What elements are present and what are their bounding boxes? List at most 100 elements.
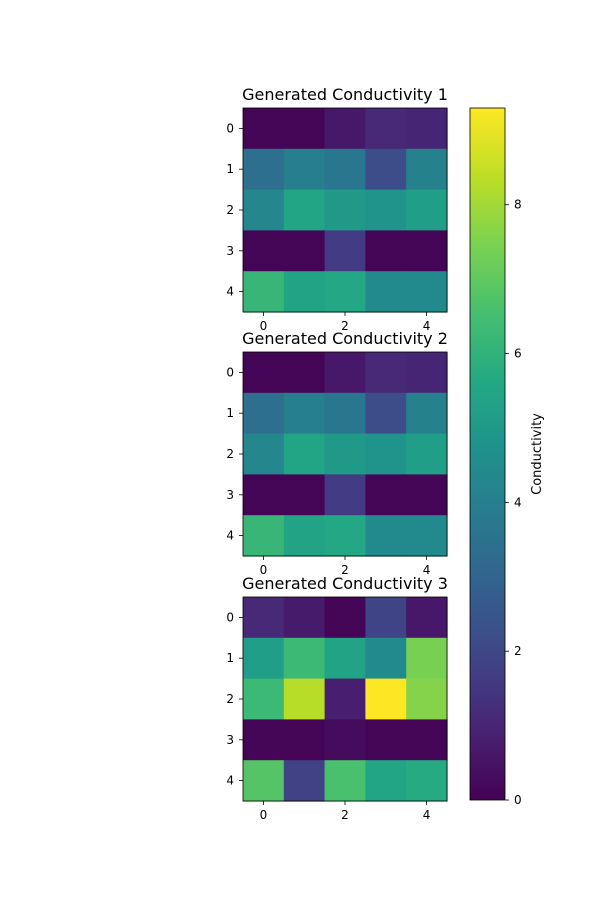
heatmap-cell — [324, 433, 366, 475]
colorbar-gradient-bar — [470, 108, 505, 800]
heatmap-cell — [365, 474, 407, 516]
heatmap-cell — [283, 230, 326, 272]
panel-title: Generated Conductivity 2 — [242, 329, 448, 348]
heatmap-cell — [406, 597, 448, 639]
heatmap-cell — [324, 392, 366, 435]
heatmap-cell — [365, 597, 407, 639]
y-tick-label: 0 — [226, 610, 234, 624]
heatmap-cell — [324, 597, 366, 639]
heatmap-cell — [243, 637, 285, 680]
colorbar-tick-label: 8 — [514, 198, 522, 212]
x-tick-label: 0 — [260, 563, 268, 577]
heatmap-cell — [365, 108, 407, 150]
heatmap-cell — [406, 433, 448, 475]
panel-title: Generated Conductivity 1 — [242, 85, 448, 104]
heatmap-cell — [406, 108, 448, 150]
heatmap-cell — [406, 719, 448, 761]
heatmap-cell — [324, 189, 366, 231]
heatmap-cell — [324, 678, 366, 720]
y-tick-label: 1 — [226, 406, 234, 420]
heatmap-cell — [365, 719, 407, 761]
heatmap-cell — [324, 230, 366, 272]
heatmap-cell — [365, 433, 407, 475]
heatmap-cell — [324, 352, 366, 394]
heatmap-cell — [243, 189, 285, 231]
heatmap-cell — [365, 637, 407, 680]
y-tick-label: 3 — [226, 488, 234, 502]
heatmap-cell — [243, 230, 285, 272]
heatmap-cell — [283, 352, 326, 394]
heatmap-cell — [243, 678, 285, 720]
colorbar-tick-label: 6 — [514, 347, 522, 361]
heatmap-cell — [406, 271, 448, 313]
heatmap-panel-2: Generated Conductivity 2 0 1 2 3 4 0 2 4 — [226, 329, 448, 577]
heatmap-cell — [406, 392, 448, 435]
heatmap-cell — [324, 271, 366, 313]
colorbar-tick-label: 0 — [514, 793, 522, 807]
heatmap-cell — [283, 678, 326, 720]
heatmap-cell — [283, 719, 326, 761]
heatmap-cell — [406, 230, 448, 272]
colorbar: 0 2 4 6 8 Conductivity — [469, 107, 545, 807]
heatmap-cell — [243, 352, 285, 394]
heatmap-cell — [324, 719, 366, 761]
heatmap-cell — [283, 597, 326, 639]
x-tick-label: 0 — [260, 319, 268, 333]
heatmap-panel-3: Generated Conductivity 3 0 1 2 3 4 0 2 4 — [226, 574, 448, 822]
heatmap-cell — [283, 148, 326, 191]
y-tick-label: 3 — [226, 244, 234, 258]
heatmap-cell — [324, 637, 366, 680]
heatmap-cell — [283, 433, 326, 475]
x-tick-label: 0 — [260, 808, 268, 822]
heatmap-cell — [365, 148, 407, 191]
heatmap-cell — [406, 148, 448, 191]
x-tick-label: 4 — [423, 563, 431, 577]
y-tick-label: 2 — [226, 692, 234, 706]
heatmap-cell — [243, 719, 285, 761]
heatmap-cell — [283, 637, 326, 680]
y-tick-label: 1 — [226, 162, 234, 176]
y-tick-label: 3 — [226, 733, 234, 747]
y-tick-label: 4 — [226, 529, 234, 543]
heatmap-cell — [365, 189, 407, 231]
y-tick-label: 2 — [226, 203, 234, 217]
heatmap-cell — [283, 189, 326, 231]
heatmap-cell — [406, 352, 448, 394]
heatmap-cell — [324, 760, 366, 802]
heatmap-cell — [365, 271, 407, 313]
heatmap-cell — [324, 148, 366, 191]
x-tick-label: 4 — [423, 808, 431, 822]
heatmap-cell — [243, 271, 285, 313]
x-tick-label: 2 — [341, 319, 349, 333]
heatmap-cell — [406, 515, 448, 557]
heatmap-cell — [365, 760, 407, 802]
x-tick-label: 4 — [423, 319, 431, 333]
y-tick-label: 2 — [226, 447, 234, 461]
y-tick-label: 4 — [226, 774, 234, 788]
heatmap-cell — [365, 230, 407, 272]
colorbar-label: Conductivity — [530, 413, 545, 495]
x-tick-label: 2 — [341, 808, 349, 822]
y-tick-label: 4 — [226, 285, 234, 299]
heatmap-cell — [365, 515, 407, 557]
heatmap-cell — [324, 515, 366, 557]
heatmap-cell — [283, 474, 326, 516]
x-tick-label: 2 — [341, 563, 349, 577]
heatmap-cell — [406, 760, 448, 802]
heatmap-cell — [406, 474, 448, 516]
heatmap-cell — [243, 108, 285, 150]
y-tick-label: 0 — [226, 121, 234, 135]
heatmap-cell — [365, 392, 407, 435]
heatmap-cell — [243, 433, 285, 475]
heatmap-cell — [283, 760, 326, 802]
heatmap-panel-1: Generated Conductivity 1 0 1 2 3 4 0 2 4 — [226, 85, 448, 333]
colorbar-tick-label: 2 — [514, 644, 522, 658]
heatmap-cell — [324, 474, 366, 516]
colorbar-frame — [469, 107, 506, 801]
heatmap-cell — [324, 108, 366, 150]
heatmap-cell — [243, 515, 285, 557]
heatmap-cell — [243, 474, 285, 516]
heatmap-cell — [406, 189, 448, 231]
